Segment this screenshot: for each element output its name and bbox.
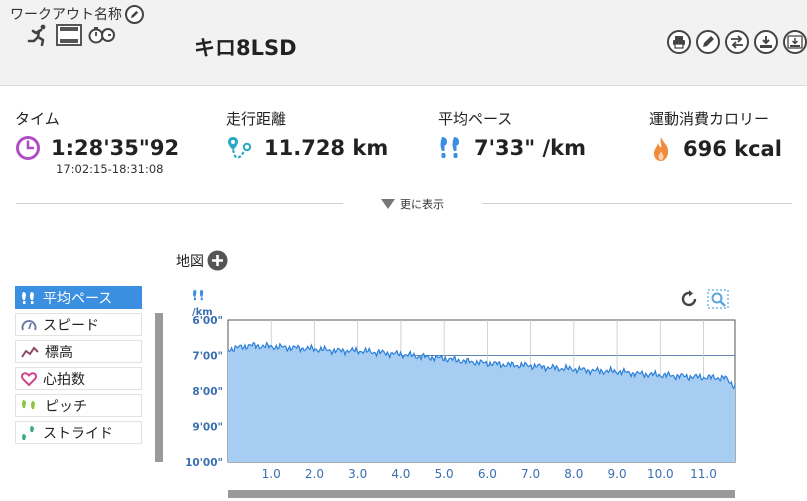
stat-distance-label: 走行距離: [226, 110, 287, 128]
pace-chart[interactable]: /km 6'00" 7'00" 8'00" 9'00" 10'00" 1.0 2.0 3.0…: [180, 280, 755, 498]
chart-tools: [679, 289, 729, 309]
y-tick-label: 6'00": [192, 315, 223, 327]
stat-pace-label: 平均ペース: [438, 110, 513, 128]
stat-pace: 平均ペース 7'33" /km: [438, 108, 586, 161]
x-tick-label: 7.0: [521, 467, 540, 481]
y-tick-label: 9'00": [192, 422, 223, 434]
x-tick-label: 10.0: [647, 467, 674, 481]
x-tick-label: 4.0: [391, 467, 410, 481]
stat-distance: 走行距離 11.728 km: [226, 108, 388, 161]
metric-list-scrollbar[interactable]: [155, 313, 163, 462]
show-more-label: 更に表示: [400, 198, 444, 211]
film-icon[interactable]: [56, 24, 82, 46]
stat-calories-label: 運動消費カロリー: [649, 110, 770, 128]
divider-left: [16, 203, 343, 204]
elevation-icon: [21, 345, 39, 358]
map-toggle[interactable]: 地図: [176, 250, 228, 271]
print-icon[interactable]: [667, 30, 691, 54]
stat-distance-value: 11.728 km: [264, 136, 389, 160]
stat-time: タイム 1:28'35"92 17:02:15-18:31:08: [15, 108, 179, 176]
runner-icon: [27, 24, 46, 46]
metric-label: 平均ペース: [43, 290, 113, 307]
metric-stride[interactable]: ストライド: [15, 421, 142, 444]
metric-label: 心拍数: [43, 371, 85, 388]
x-tick-label: 5.0: [435, 467, 454, 481]
divider-right: [482, 203, 792, 204]
metric-pace[interactable]: 平均ペース: [15, 286, 142, 309]
y-axis: 6'00" 7'00" 8'00" 9'00" 10'00": [185, 315, 223, 469]
stat-time-label: タイム: [15, 110, 60, 128]
stat-calories: 運動消費カロリー 696 kcal: [649, 108, 782, 163]
x-tick-label: 3.0: [348, 467, 367, 481]
stat-time-value: 1:28'35"92: [51, 136, 180, 160]
x-axis: 1.0 2.0 3.0 4.0 5.0 6.0 7.0 8.0 9.0 10.0 11.0: [262, 467, 717, 481]
map-label: 地図: [176, 253, 204, 270]
metric-heart-rate[interactable]: 心拍数: [15, 367, 142, 390]
edit-name-icon[interactable]: [125, 4, 144, 24]
triangle-down-icon: [381, 199, 395, 209]
pace-icon: [440, 137, 459, 158]
show-more-button[interactable]: 更に表示: [381, 196, 444, 212]
swap-icon[interactable]: [725, 30, 749, 54]
flame-icon: [654, 137, 669, 161]
metric-label: ピッチ: [45, 398, 87, 415]
workout-name-label: ワークアウト名称: [10, 7, 122, 23]
pace-line: [227, 341, 736, 390]
stat-time-range: 17:02:15-18:31:08: [56, 162, 164, 176]
zoom-icon[interactable]: [707, 289, 729, 309]
metric-list: 平均ペース スピード 標高 心拍数 ピッチ ストライド: [15, 286, 142, 448]
plus-circle-icon[interactable]: [207, 250, 228, 271]
y-tick-label: 8'00": [192, 386, 223, 398]
show-more-row: 更に表示: [0, 196, 807, 212]
stride-icon: [22, 425, 34, 440]
edit-icon[interactable]: [696, 30, 720, 54]
workout-header: ワークアウト名称 キロ8LSD: [0, 0, 807, 86]
distance-icon: [228, 137, 252, 159]
x-tick-label: 9.0: [608, 467, 627, 481]
chart-range-slider[interactable]: [228, 490, 735, 498]
workout-name-row: ワークアウト名称: [10, 4, 144, 24]
metric-cadence[interactable]: ピッチ: [15, 394, 142, 417]
pace-icon: [22, 291, 34, 304]
stat-pace-value: 7'33" /km: [474, 136, 587, 160]
stopwatch-icon[interactable]: [88, 25, 116, 45]
cadence-icon: [22, 399, 35, 409]
heart-icon: [21, 371, 37, 386]
y-unit-text: /km: [192, 307, 213, 318]
x-tick-label: 2.0: [305, 467, 324, 481]
download-icon[interactable]: [754, 30, 778, 54]
x-tick-label: 11.0: [690, 467, 717, 481]
metric-elevation[interactable]: 標高: [15, 340, 142, 363]
workout-toolbar: [667, 30, 807, 54]
workout-title: キロ8LSD: [194, 36, 297, 60]
clock-icon: [16, 136, 40, 160]
metric-label: 標高: [45, 344, 73, 361]
x-tick-label: 6.0: [478, 467, 497, 481]
x-tick-label: 1.0: [262, 467, 281, 481]
gpx-icon[interactable]: [783, 30, 807, 54]
activity-icons: [26, 24, 116, 46]
metric-label: スピード: [43, 317, 99, 334]
y-tick-label: 10'00": [185, 457, 223, 469]
y-tick-label: 7'00": [192, 351, 223, 363]
x-tick-label: 8.0: [564, 467, 583, 481]
stat-calories-value: 696 kcal: [683, 137, 782, 161]
metric-label: ストライド: [43, 425, 113, 442]
reset-icon[interactable]: [679, 289, 699, 309]
y-unit-pace-icon: [193, 289, 204, 301]
speedometer-icon: [21, 319, 37, 330]
y-unit-label: /km: [192, 289, 213, 318]
metric-speed[interactable]: スピード: [15, 313, 142, 336]
